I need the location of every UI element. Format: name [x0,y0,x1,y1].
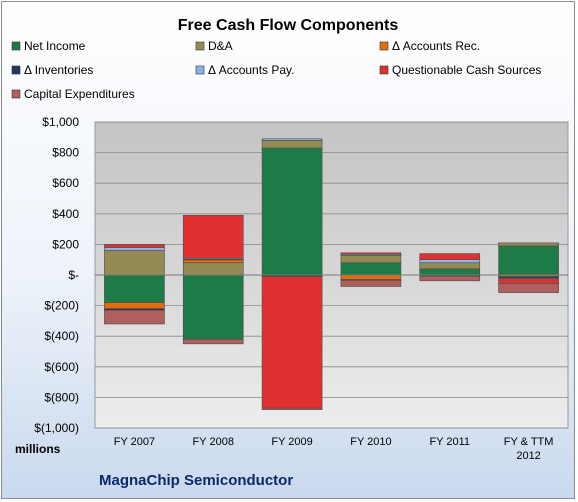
legend-label-capital-expenditures: Capital Expenditures [24,87,135,101]
bar-net-income-fy-2007 [104,274,165,303]
y-tick-label: $800 [52,146,79,160]
y-tick-label: $- [68,268,79,282]
legend-swatch-danda [195,41,205,51]
bar-danda-fy-2010 [340,254,402,264]
bar-delta-accounts-pay-fy-2007 [104,247,165,251]
bar-capital-expenditures-fy-and-ttm-2012 [498,283,559,293]
bar-danda-fy-2007 [104,250,165,276]
bar-net-income-fy-2010 [340,262,402,276]
bar-net-income-fy-and-ttm-2012 [498,245,559,276]
y-tick-label: $(600) [44,360,79,374]
legend-swatch-delta-inventories [11,65,21,75]
x-tick-label: 2012 [516,450,540,462]
y-tick-label: $200 [52,237,79,251]
units-label: millions [15,442,61,456]
legend-swatch-delta-accounts-pay [195,65,205,75]
bar-capital-expenditures-fy-2010 [340,280,402,287]
bar-net-income-fy-2008 [182,274,244,340]
bar-capital-expenditures-fy-2007 [104,309,165,325]
bar-questionable-cash-sources-fy-2009 [261,276,323,409]
bar-net-income-fy-2009 [261,147,323,276]
bar-danda-fy-2011 [419,262,481,270]
x-tick-label: FY 2010 [350,436,391,448]
x-tick-label: FY 2009 [271,436,312,448]
legend-swatch-delta-accounts-rec [379,41,389,51]
y-tick-label: $1,000 [42,115,79,129]
bar-net-income-fy-2011 [419,268,481,276]
legend-swatch-questionable-cash-sources [379,65,389,75]
y-tick-label: $400 [52,207,79,221]
bar-questionable-cash-sources-fy-2010 [340,252,402,255]
legend: Net Income D&A Δ Accounts Rec. Δ Inventorie… [11,39,541,101]
bar-capital-expenditures-fy-2009 [261,407,323,410]
legend-label-danda: D&A [208,39,233,53]
legend-swatch-capital-expenditures [11,89,21,99]
bar-delta-accounts-rec-fy-2007 [104,302,165,309]
bar-danda-fy-and-ttm-2012 [498,242,559,247]
x-tick-label: FY 2011 [429,436,470,448]
y-tick-label: $(800) [44,390,79,404]
x-tick-label: FY 2007 [114,436,155,448]
y-axis-ticks: $1,000 $800 $600 $400 $200 $- $(200) $(400) $(60… [34,115,79,435]
bar-questionable-cash-sources-fy-2011 [419,253,481,261]
bar-capital-expenditures-fy-2011 [419,275,481,282]
y-tick-label: $(200) [44,299,79,313]
bar-delta-accounts-pay-fy-2011 [419,259,481,264]
bar-questionable-cash-sources-fy-2008 [182,215,244,259]
bars [104,138,559,410]
x-axis-ticks: FY 2007 FY 2008 FY 2009 FY 2010 FY 2011 FY & … [114,436,554,462]
bar-delta-accounts-pay-fy-2009 [261,138,323,141]
legend-label-net-income: Net Income [24,39,86,53]
y-tick-label: $(1,000) [34,421,79,435]
bar-danda-fy-2008 [182,262,244,276]
company-name: MagnaChip Semiconductor [99,472,293,489]
bar-danda-fy-2009 [261,140,323,149]
legend-label-delta-accounts-rec: Δ Accounts Rec. [392,39,480,53]
x-tick-label: FY & TTM [504,436,554,448]
bar-questionable-cash-sources-fy-2007 [104,244,165,248]
chart-title: Free Cash Flow Components [178,17,399,34]
legend-label-delta-accounts-pay: Δ Accounts Pay. [208,63,295,77]
legend-label-questionable-cash-sources: Questionable Cash Sources [392,63,541,77]
y-tick-label: $600 [52,176,79,190]
bar-questionable-cash-sources-fy-and-ttm-2012 [498,278,559,284]
bar-delta-accounts-rec-fy-2010 [340,274,402,280]
x-tick-label: FY 2008 [193,436,234,448]
bar-capital-expenditures-fy-2008 [182,338,244,345]
legend-label-delta-inventories: Δ Inventories [24,63,93,77]
y-tick-label: $(400) [44,329,79,343]
legend-swatch-net-income [11,41,21,51]
